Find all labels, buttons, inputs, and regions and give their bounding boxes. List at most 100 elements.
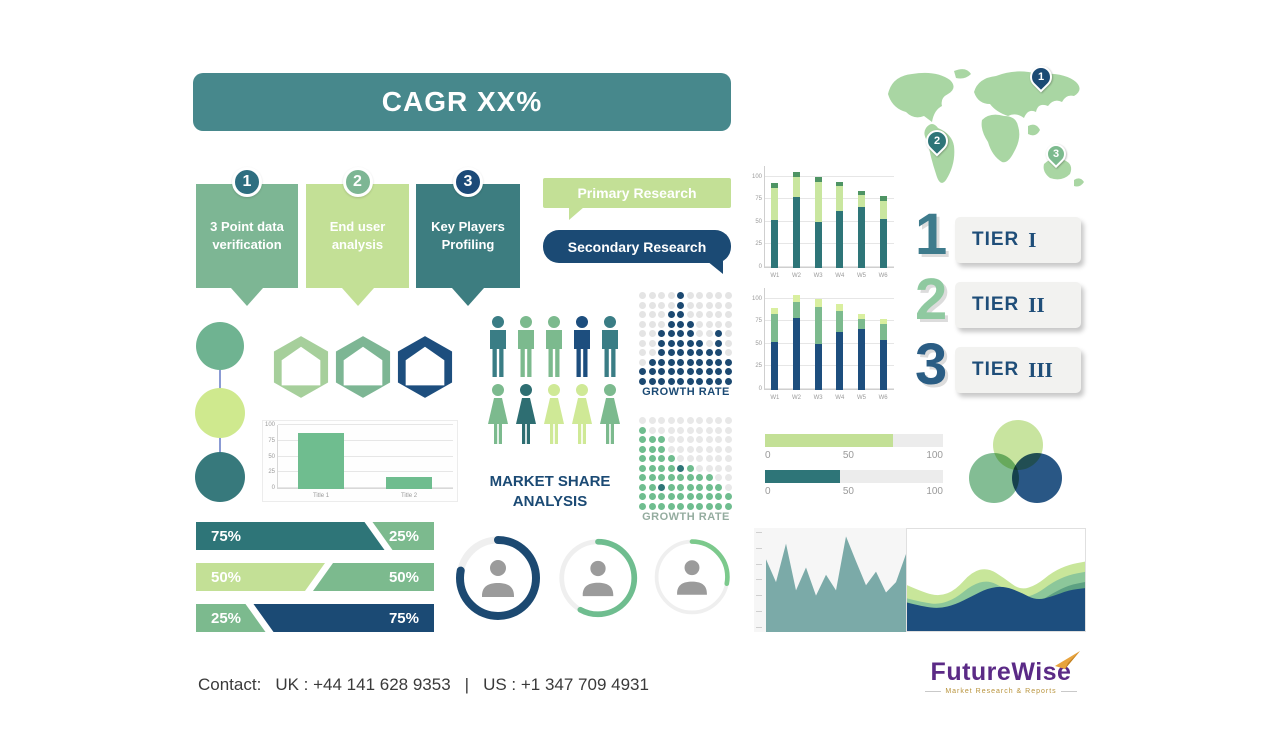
bar-segment: [879, 196, 887, 201]
bar-segment: [792, 176, 800, 197]
matrix-dot: [639, 436, 646, 443]
matrix-dot: [696, 330, 703, 337]
scale-label: 50: [842, 486, 854, 497]
split-left-label: 25%: [211, 609, 242, 627]
step-tail-pointer: [341, 288, 374, 306]
matrix-dot: [639, 368, 646, 375]
matrix-dot: [667, 292, 675, 299]
matrix-dot: [639, 301, 646, 309]
matrix-dot: [639, 502, 646, 510]
matrix-dot: [705, 368, 713, 375]
progress-scale: 0 50 100: [765, 450, 943, 461]
tier-number: 1: [915, 202, 948, 267]
stacked-wave-chart: [906, 528, 1086, 632]
matrix-dot: [658, 436, 665, 443]
scale-label: 0: [765, 486, 771, 497]
tier-card: TIER III: [955, 347, 1081, 393]
bar-segment: [771, 308, 779, 315]
matrix-dot: [639, 464, 646, 472]
split-right-label: 75%: [388, 609, 419, 627]
bar-segment: [814, 222, 822, 268]
world-map: 1 2 3: [878, 61, 1090, 196]
matrix-dot: [677, 445, 684, 453]
scale-label: 100: [926, 486, 943, 497]
circle-2: [195, 388, 245, 438]
bar-segment: [879, 339, 887, 390]
matrix-dot: [639, 330, 646, 337]
matrix-dot: [648, 330, 656, 337]
matrix-dot: [677, 426, 684, 434]
y-tick-label: 75: [755, 196, 762, 203]
matrix-dot: [715, 417, 722, 424]
matrix-dot: [696, 368, 703, 375]
matrix-dot: [686, 493, 694, 500]
matrix-dot: [715, 455, 722, 462]
matrix-dot: [667, 426, 675, 434]
matrix-dot: [667, 493, 675, 500]
matrix-dot: [724, 436, 732, 443]
matrix-dot: [696, 464, 703, 472]
matrix-dot: [724, 368, 732, 375]
bar-segment: [857, 328, 865, 390]
step-number-badge: 1: [232, 167, 262, 197]
matrix-dot: [658, 493, 665, 500]
matrix-dot: [686, 474, 694, 481]
hexagon-icon: [335, 336, 391, 398]
matrix-dot: [677, 493, 684, 500]
matrix-dot: [686, 455, 694, 462]
matrix-dot: [686, 417, 694, 424]
matrix-dot: [705, 339, 713, 347]
matrix-dot: [667, 330, 675, 337]
growth-rate-label-bottom: GROWTH RATE: [642, 511, 730, 523]
matrix-dot: [639, 320, 646, 328]
matrix-dot: [648, 455, 656, 462]
matrix-dot: [648, 358, 656, 366]
y-tick-label: 100: [751, 173, 762, 180]
matrix-dot: [724, 377, 732, 385]
split-right: 50%: [313, 563, 434, 591]
matrix-dot: [715, 502, 722, 510]
matrix-dot: [667, 320, 675, 328]
matrix-dot: [705, 349, 713, 356]
person-icon: [518, 316, 534, 377]
matrix-dot: [667, 445, 675, 453]
matrix-dot: [715, 368, 722, 375]
matrix-dot: [715, 493, 722, 500]
y-tick-label: 0: [758, 264, 762, 270]
matrix-dot: [648, 339, 656, 347]
bar-segment: [814, 307, 822, 344]
bar: [386, 477, 432, 489]
matrix-dot: [648, 502, 656, 510]
matrix-dot: [696, 320, 703, 328]
matrix-dot: [658, 311, 665, 318]
venn-circle-left: [969, 453, 1019, 503]
step-label: 3 Point data verification: [196, 184, 298, 288]
matrix-dot: [724, 339, 732, 347]
bar-column: W4: [833, 288, 847, 401]
mini-bar-chart: 0 25 50 75 100 Title 1 Title 2: [262, 420, 458, 502]
step-number-badge: 3: [453, 167, 483, 197]
futurewise-logo: FutureWise Market Research & Reports: [925, 651, 1081, 695]
bar-column: W6: [876, 288, 890, 401]
matrix-dot: [658, 358, 665, 366]
matrix-dot: [658, 320, 665, 328]
x-tick-label: W3: [813, 395, 823, 401]
matrix-dot: [705, 311, 713, 318]
matrix-dot: [705, 464, 713, 472]
y-tick-label: 100: [751, 295, 762, 302]
split-bar-row: 25% 75%: [196, 604, 434, 632]
matrix-dot: [696, 502, 703, 510]
matrix-dot: [724, 349, 732, 356]
pin-number: 3: [1052, 148, 1060, 160]
matrix-dot: [658, 483, 665, 491]
x-tick-label: W6: [878, 273, 888, 279]
matrix-dot: [705, 502, 713, 510]
bar-segment: [814, 343, 822, 390]
matrix-dot: [705, 455, 713, 462]
matrix-dot: [677, 436, 684, 443]
percent-split-bars: 75% 25% 50% 50% 25% 75%: [196, 522, 434, 645]
x-tick-label: W4: [835, 273, 845, 279]
matrix-dot: [686, 292, 694, 299]
person-icon: [488, 384, 508, 444]
y-tick-label: 25: [755, 241, 762, 248]
